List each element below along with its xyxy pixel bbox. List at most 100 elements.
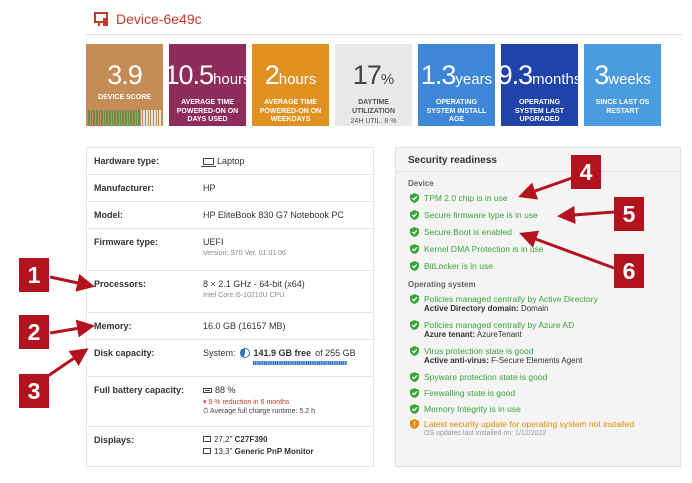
detail-value: UEFI Version: S70 Ver. 01.01.06 bbox=[203, 237, 286, 257]
score-bar-segment bbox=[119, 110, 122, 126]
monitor-icon bbox=[203, 448, 211, 454]
tile-since-last-restart[interactable]: 3weeks SINCE LAST OS RESTART bbox=[584, 44, 661, 126]
tile-avg-time-days-used[interactable]: 10.5hours AVERAGE TIME POWERED-ON ON DAY… bbox=[164, 44, 251, 126]
score-bar-segment bbox=[138, 110, 140, 126]
score-bar-segment bbox=[154, 110, 156, 126]
score-bar-segment bbox=[159, 110, 161, 126]
tile-avg-time-weekdays[interactable]: 2hours AVERAGE TIME POWERED-ON ON WEEKDA… bbox=[252, 44, 329, 126]
arrow-4 bbox=[518, 176, 573, 200]
score-bar-segment bbox=[140, 110, 143, 126]
detail-value: System: 141.9 GB free of 255 GB bbox=[203, 340, 373, 376]
security-item-text: Memory Integrity is in use bbox=[424, 404, 521, 414]
arrow-3 bbox=[44, 348, 89, 380]
score-bar-segment bbox=[88, 110, 90, 126]
score-bar-segment bbox=[95, 110, 98, 126]
score-bar-segment bbox=[114, 110, 117, 126]
detail-row-firmware: Firmware type: UEFI Version: S70 Ver. 01… bbox=[87, 229, 373, 271]
security-item-os[interactable]: Virus protection state is good Active ant… bbox=[396, 346, 680, 366]
detail-value: HP EliteBook 830 G7 Notebook PC bbox=[203, 210, 344, 220]
score-bar-segment bbox=[98, 110, 101, 126]
detail-key: Model: bbox=[94, 210, 123, 220]
arrow-1 bbox=[49, 274, 95, 292]
shield-check-icon bbox=[410, 261, 419, 271]
score-bar-segment bbox=[146, 110, 148, 126]
shield-check-icon bbox=[410, 244, 419, 254]
tile-label: AVERAGE TIME POWERED-ON ON WEEKDAYS bbox=[259, 99, 322, 123]
security-device-heading: Device bbox=[408, 179, 434, 188]
kpi-tiles: 3.9 DEVICE SCORE 10.5hours AVERAGE TIME … bbox=[86, 44, 661, 126]
security-item-text: Firewalling state is good bbox=[424, 388, 516, 398]
shield-check-icon bbox=[410, 372, 419, 382]
shield-check-icon bbox=[410, 388, 419, 398]
detail-key: Full battery capacity: bbox=[94, 385, 185, 395]
security-item-device[interactable]: Kernel DMA Protection is in use bbox=[396, 244, 680, 254]
shield-check-icon bbox=[410, 227, 419, 237]
tile-label: DEVICE SCORE bbox=[98, 94, 151, 101]
security-item-os-update-warning[interactable]: Latest security update for operating sys… bbox=[396, 419, 680, 439]
tile-os-install-age[interactable]: 1.3years OPERATING SYSTEM INSTALL AGE bbox=[418, 44, 495, 126]
detail-row-manufacturer: Manufacturer: HP bbox=[87, 175, 373, 202]
callout-1: 1 bbox=[19, 258, 49, 292]
detail-value: HP bbox=[203, 183, 216, 193]
score-bar-segment bbox=[130, 110, 132, 126]
disk-usage-bar bbox=[253, 361, 347, 365]
tile-os-last-upgraded[interactable]: 9.3months OPERATING SYSTEM LAST UPGRADED bbox=[498, 44, 581, 126]
detail-row-memory: Memory: 16.0 GB (16157 MB) bbox=[87, 313, 373, 340]
security-item-device[interactable]: TPM 2.0 chip is in use bbox=[396, 193, 680, 203]
security-readiness-panel: Security readiness Device TPM 2.0 chip i… bbox=[395, 147, 681, 467]
security-item-detail: Active Directory domain: Domain bbox=[424, 304, 549, 313]
tile-sub: 24H UTIL. 8 % bbox=[350, 118, 397, 125]
battery-icon bbox=[203, 388, 212, 393]
callout-3: 3 bbox=[19, 374, 49, 408]
score-bar-segment bbox=[151, 110, 154, 126]
device-icon bbox=[94, 11, 108, 26]
detail-value: Laptop bbox=[201, 148, 373, 174]
detail-row-processors: Processors: 8 × 2.1 GHz - 64-bit (x64) I… bbox=[87, 271, 373, 313]
callout-6: 6 bbox=[614, 254, 644, 288]
tile-value: 10.5hours bbox=[164, 60, 251, 90]
laptop-icon bbox=[201, 158, 216, 167]
score-bar-segment bbox=[122, 110, 124, 126]
score-bar-segment bbox=[106, 110, 109, 126]
tile-label: AVERAGE TIME POWERED-ON ON DAYS USED bbox=[176, 99, 239, 123]
security-item-os[interactable]: Spyware protection state is good bbox=[396, 372, 680, 382]
detail-row-hardware-type: Hardware type: Laptop bbox=[87, 148, 373, 175]
score-bar-segment bbox=[132, 110, 135, 126]
callout-5: 5 bbox=[614, 197, 644, 231]
tile-device-score[interactable]: 3.9 DEVICE SCORE bbox=[86, 44, 163, 126]
detail-value: 16.0 GB (16157 MB) bbox=[203, 321, 286, 331]
score-bar-segment bbox=[103, 110, 106, 126]
security-item-os[interactable]: Memory Integrity is in use bbox=[396, 404, 680, 414]
security-item-device[interactable]: Secure Boot is enabled bbox=[396, 227, 680, 237]
detail-value: 27,2" C27F390 13,3" Generic PnP Monitor bbox=[203, 427, 373, 466]
detail-value: 8 × 2.1 GHz - 64-bit (x64) Intel Core i5… bbox=[203, 279, 305, 299]
score-bar-segment bbox=[111, 110, 114, 126]
security-item-detail: Azure tenant: AzureTenant bbox=[424, 330, 522, 339]
tile-value: 9.3months bbox=[497, 60, 582, 90]
security-item-device[interactable]: Secure firmware type is in use bbox=[396, 210, 680, 220]
security-item-text: TPM 2.0 chip is in use bbox=[424, 193, 508, 203]
device-title: Device-6e49c bbox=[116, 11, 202, 27]
arrow-5 bbox=[557, 205, 615, 224]
device-details-panel: Hardware type: Laptop Manufacturer: HP M… bbox=[86, 147, 374, 467]
detail-row-disk: Disk capacity: System: 141.9 GB free of … bbox=[87, 340, 373, 377]
score-bar-segment bbox=[93, 110, 95, 126]
tile-value: 3weeks bbox=[594, 60, 651, 90]
security-item-os[interactable]: Policies managed centrally by Azure AD Az… bbox=[396, 320, 680, 340]
security-title: Security readiness bbox=[396, 148, 680, 172]
detail-row-battery: Full battery capacity: 88 % ▾ 9 % reduct… bbox=[87, 377, 373, 427]
security-item-text: Policies managed centrally by Azure AD bbox=[424, 320, 575, 330]
security-item-device[interactable]: BitLocker is in use bbox=[396, 261, 680, 271]
detail-key: Manufacturer: bbox=[94, 183, 155, 193]
security-os-list: Policies managed centrally by Active Dir… bbox=[396, 294, 680, 414]
security-item-os[interactable]: Firewalling state is good bbox=[396, 388, 680, 398]
security-item-text: Policies managed centrally by Active Dir… bbox=[424, 294, 598, 304]
detail-key: Displays: bbox=[94, 435, 135, 445]
security-item-os[interactable]: Policies managed centrally by Active Dir… bbox=[396, 294, 680, 314]
shield-check-icon bbox=[410, 294, 419, 304]
device-header: Device-6e49c bbox=[94, 8, 202, 30]
tile-daytime-utilization[interactable]: 17% DAYTIME UTILIZATION 24H UTIL. 8 % bbox=[335, 44, 412, 126]
security-device-list: TPM 2.0 chip is in use Secure firmware ty… bbox=[396, 193, 680, 271]
arrow-2 bbox=[49, 319, 95, 338]
